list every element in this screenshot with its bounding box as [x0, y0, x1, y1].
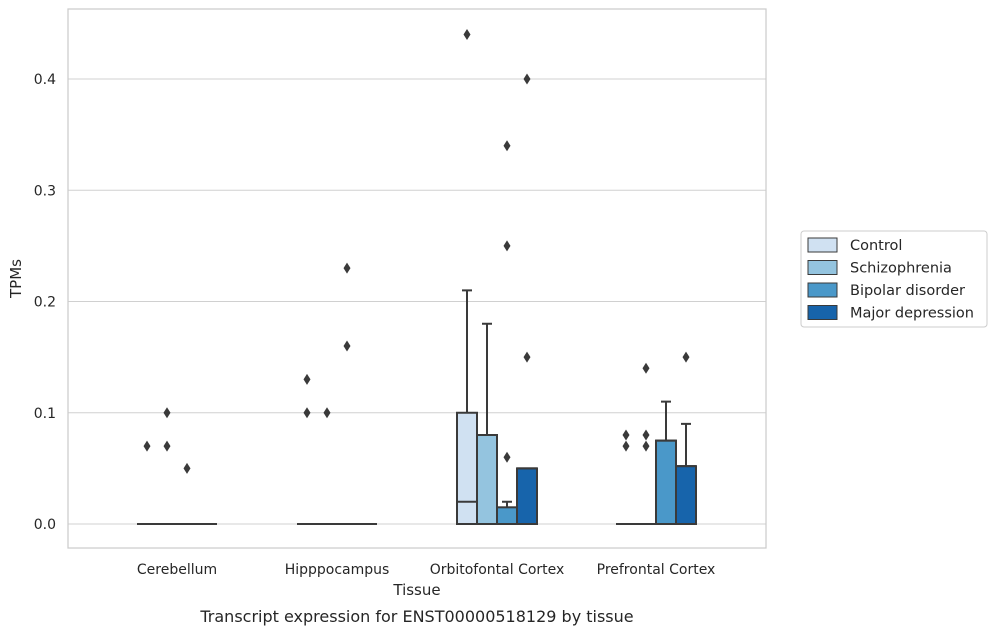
box	[675, 465, 697, 525]
legend-label: Bipolar disorder	[850, 283, 965, 299]
box	[496, 506, 518, 525]
box-series	[137, 29, 697, 525]
y-tick-labels: 0.0 0.1 0.2 0.3 0.4	[34, 72, 56, 533]
legend-item: Major depression	[807, 305, 974, 322]
x-tick-label: Cerebellum	[137, 562, 217, 578]
y-tick-label: 0.2	[34, 295, 56, 311]
outlier-point	[503, 240, 511, 252]
legend: Control Schizophrenia Bipolar disorder Majo…	[800, 230, 988, 328]
box-group	[655, 400, 677, 525]
outlier-point	[323, 407, 331, 419]
y-tick-label: 0.3	[34, 183, 56, 199]
outlier-point	[303, 373, 311, 385]
box-group	[516, 73, 538, 525]
box-group	[337, 262, 357, 525]
box	[516, 467, 538, 525]
outlier-point	[143, 440, 151, 452]
legend-label: Schizophrenia	[850, 261, 952, 277]
legend-swatch	[807, 282, 838, 298]
outlier-point	[523, 73, 531, 85]
outlier-point	[622, 440, 630, 452]
outlier-point	[622, 429, 630, 441]
box-group	[496, 140, 518, 525]
box-group	[636, 362, 656, 525]
box-group	[157, 407, 177, 525]
outlier-point	[642, 362, 650, 374]
box	[655, 439, 677, 525]
outlier-point	[503, 451, 511, 463]
box-group	[137, 440, 157, 525]
outlier-point	[343, 262, 351, 274]
legend-item: Schizophrenia	[807, 260, 952, 277]
outlier-point	[682, 351, 690, 363]
box-group	[317, 407, 337, 525]
box-group	[675, 351, 697, 525]
legend-swatch	[807, 305, 838, 320]
x-axis-title: Tissue	[392, 581, 440, 599]
legend-label: Control	[850, 238, 902, 254]
x-tick-labels: Cerebellum Hipppocampus Orbitofontal Corte…	[137, 562, 715, 578]
outlier-point	[303, 407, 311, 419]
legend-item: Bipolar disorder	[807, 282, 965, 299]
y-axis-title: TPMs	[7, 259, 25, 299]
x-tick-label: Prefrontal Cortex	[597, 562, 716, 578]
box-group	[456, 29, 478, 525]
outlier-point	[163, 407, 171, 419]
outlier-point	[642, 440, 650, 452]
box-group	[476, 322, 498, 525]
outlier-point	[523, 351, 531, 363]
y-tick-label: 0.1	[34, 406, 56, 422]
legend-frame	[800, 230, 988, 328]
box	[456, 411, 478, 525]
legend-label: Major depression	[850, 306, 974, 322]
outlier-point	[503, 140, 511, 152]
box-group	[177, 462, 197, 525]
box	[476, 434, 498, 525]
outlier-point	[183, 462, 191, 474]
plot-frame	[67, 8, 767, 549]
legend-swatch	[807, 237, 838, 253]
outlier-point	[343, 340, 351, 352]
x-tick-label: Hipppocampus	[285, 562, 390, 578]
outlier-point	[163, 440, 171, 452]
chart-caption: Transcript expression for ENST0000051812…	[199, 607, 633, 626]
y-tick-label: 0.0	[34, 517, 56, 533]
y-tick-label: 0.4	[34, 72, 56, 88]
box-group	[297, 373, 317, 525]
outlier-point	[642, 429, 650, 441]
x-tick-label: Orbitofontal Cortex	[430, 562, 565, 578]
outlier-point	[463, 29, 471, 40]
legend-item: Control	[807, 237, 902, 254]
box-group	[616, 429, 636, 525]
legend-swatch	[807, 260, 838, 275]
